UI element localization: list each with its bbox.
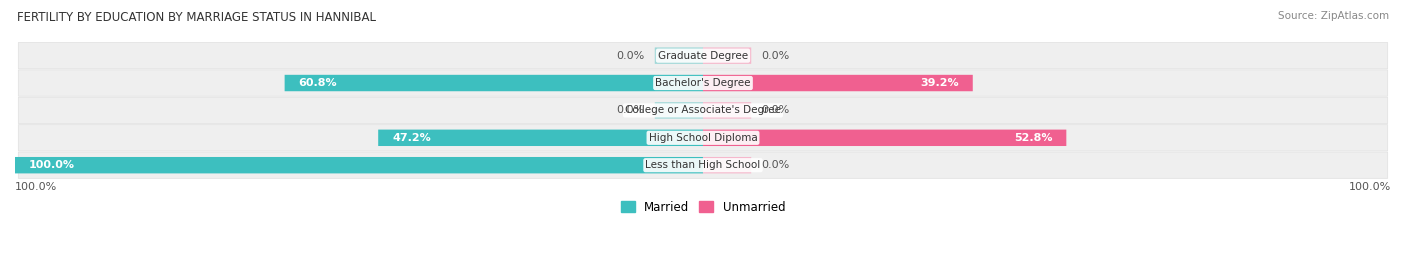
FancyBboxPatch shape [18, 70, 1388, 96]
Text: FERTILITY BY EDUCATION BY MARRIAGE STATUS IN HANNIBAL: FERTILITY BY EDUCATION BY MARRIAGE STATU… [17, 11, 375, 24]
Text: High School Diploma: High School Diploma [648, 133, 758, 143]
Text: 100.0%: 100.0% [28, 160, 75, 170]
FancyBboxPatch shape [703, 75, 973, 91]
Text: 60.8%: 60.8% [298, 78, 337, 88]
Text: 100.0%: 100.0% [15, 182, 58, 192]
Text: 0.0%: 0.0% [762, 51, 790, 61]
Text: College or Associate's Degree: College or Associate's Degree [626, 105, 780, 115]
FancyBboxPatch shape [18, 97, 1388, 123]
Text: 100.0%: 100.0% [1348, 182, 1391, 192]
FancyBboxPatch shape [703, 102, 751, 119]
Text: Graduate Degree: Graduate Degree [658, 51, 748, 61]
FancyBboxPatch shape [18, 43, 1388, 69]
FancyBboxPatch shape [655, 47, 703, 64]
Text: Bachelor's Degree: Bachelor's Degree [655, 78, 751, 88]
Text: Less than High School: Less than High School [645, 160, 761, 170]
FancyBboxPatch shape [15, 157, 703, 174]
FancyBboxPatch shape [18, 152, 1388, 178]
Text: 0.0%: 0.0% [762, 160, 790, 170]
FancyBboxPatch shape [703, 130, 1066, 146]
Text: 0.0%: 0.0% [616, 105, 644, 115]
FancyBboxPatch shape [703, 157, 751, 174]
Legend: Married, Unmarried: Married, Unmarried [616, 196, 790, 218]
Text: Source: ZipAtlas.com: Source: ZipAtlas.com [1278, 11, 1389, 21]
Text: 0.0%: 0.0% [616, 51, 644, 61]
FancyBboxPatch shape [18, 125, 1388, 151]
Text: 47.2%: 47.2% [392, 133, 430, 143]
FancyBboxPatch shape [655, 102, 703, 119]
Text: 39.2%: 39.2% [921, 78, 959, 88]
FancyBboxPatch shape [703, 47, 751, 64]
Text: 52.8%: 52.8% [1014, 133, 1053, 143]
FancyBboxPatch shape [284, 75, 703, 91]
Text: 0.0%: 0.0% [762, 105, 790, 115]
FancyBboxPatch shape [378, 130, 703, 146]
